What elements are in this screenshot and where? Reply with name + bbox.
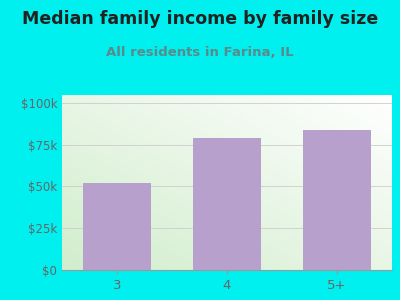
Bar	[303, 130, 371, 270]
Text: All residents in Farina, IL: All residents in Farina, IL	[106, 46, 294, 59]
Bar	[83, 183, 151, 270]
Text: Median family income by family size: Median family income by family size	[22, 11, 378, 28]
Bar	[193, 138, 261, 270]
